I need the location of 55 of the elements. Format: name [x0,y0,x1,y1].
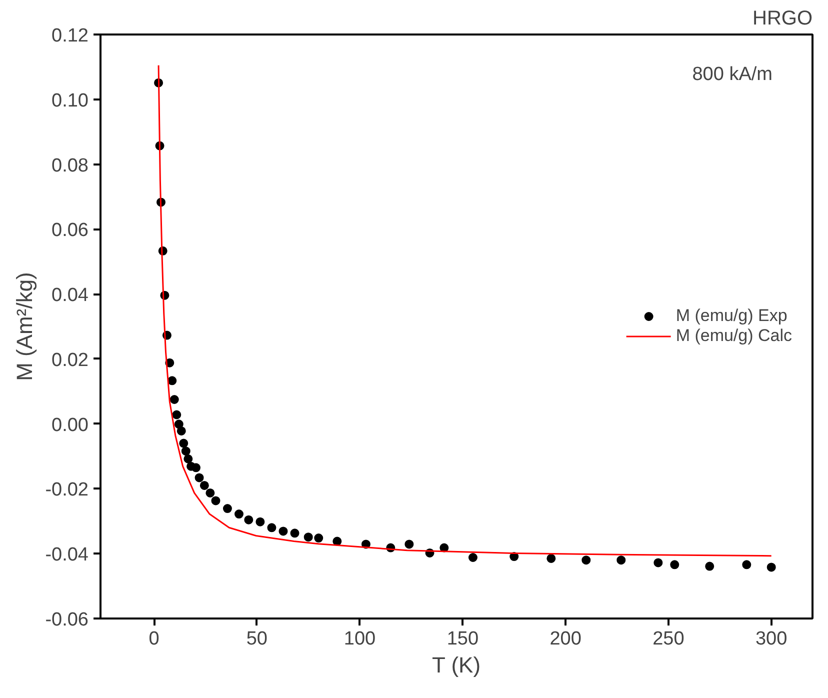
y-tick-label: -0.02 [45,480,89,501]
annotation: 800 kA/m [692,64,773,85]
y-tick-label: 0.02 [52,350,89,371]
point [278,526,288,536]
y-tick-label: -0.04 [45,544,89,566]
legend-label: M (emu/g) Exp [676,306,788,326]
point [654,558,663,568]
point [314,534,324,543]
point [184,454,193,464]
point [705,562,714,571]
x-tick-label: 0 [148,628,160,650]
point [404,540,414,549]
x-tick-label: 250 [652,628,684,650]
y-axis-title: M (Am²/kg) [12,272,38,381]
point [290,528,300,538]
point [181,446,190,456]
point [170,395,179,404]
point [244,515,254,524]
point [176,426,186,436]
legend-label: M (emu/g) Calc [676,326,792,346]
point [211,496,220,506]
point [616,556,626,565]
chart-title: HRGO [752,8,812,30]
y-tick-label: 0.06 [52,220,89,242]
y-tick-label: 0.08 [52,155,89,176]
point [206,488,215,498]
x-tick-label: 100 [344,628,376,650]
point [766,562,776,572]
point [174,420,184,429]
point [670,560,680,570]
point [546,554,556,563]
point [742,560,752,570]
x-tick-label: 150 [446,628,479,650]
point [179,438,188,448]
x-tick-label: 200 [550,628,582,650]
point [267,523,276,532]
point [304,532,313,542]
y-tick-label: 0.00 [52,414,89,436]
y-tick-label: 0.04 [52,285,89,306]
x-axis-title: T (K) [432,652,481,678]
point [582,556,591,565]
point [222,504,232,514]
point [200,480,209,490]
x-tick-label: 300 [755,628,788,650]
x-tick-label: 50 [246,628,268,650]
point [168,376,177,386]
y-tick-label: 0.12 [52,26,89,46]
point [194,473,204,482]
point [234,510,244,519]
y-tick-label: 0.10 [52,90,89,112]
point [256,517,265,526]
point [332,536,342,546]
y-tick-label: -0.06 [45,610,89,630]
point [468,553,478,562]
point [172,410,182,420]
